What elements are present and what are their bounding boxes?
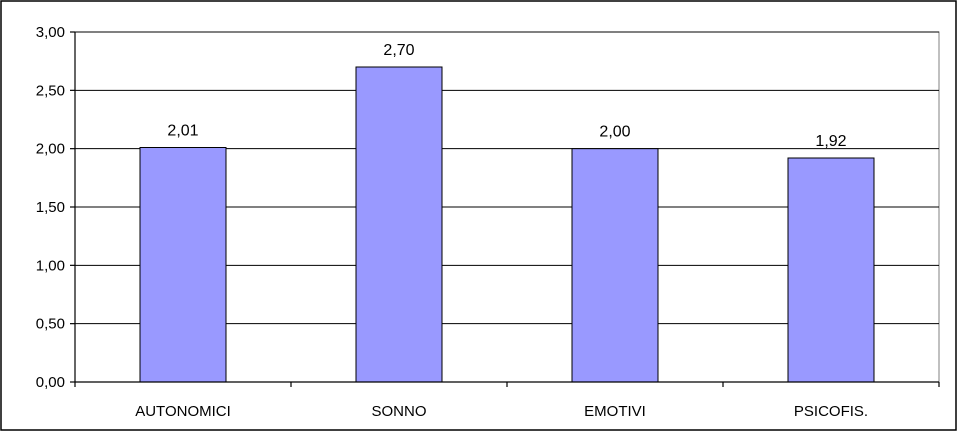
bar-sonno [355, 66, 443, 383]
data-label: 2,70 [383, 42, 414, 59]
y-tick-label: 3,00 [36, 24, 65, 41]
y-tick-label: 2,50 [36, 82, 65, 99]
data-label: 2,00 [599, 124, 630, 141]
y-tick-label: 1,50 [36, 199, 65, 216]
axes [70, 31, 940, 387]
bar-psicofis [787, 157, 875, 383]
bars [139, 66, 875, 383]
y-tick-label: 1,00 [36, 257, 65, 274]
bar-autonomici [139, 147, 227, 383]
y-tick-label: 2,00 [36, 141, 65, 158]
x-category-label: EMOTIVI [584, 403, 646, 420]
x-category-label: SONNO [371, 403, 426, 420]
bar-emotivi [571, 148, 659, 383]
data-label: 2,01 [167, 123, 198, 140]
y-tick-label: 0,00 [36, 374, 65, 391]
x-category-label: AUTONOMICI [135, 403, 231, 420]
y-tick-label: 0,50 [36, 316, 65, 333]
x-category-label: PSICOFIS. [794, 403, 868, 420]
labels: 0,00 0,50 1,00 1,50 2,00 2,50 3,00 2,01 AUTONOMI… [36, 24, 868, 420]
data-label: 1,92 [815, 133, 846, 150]
